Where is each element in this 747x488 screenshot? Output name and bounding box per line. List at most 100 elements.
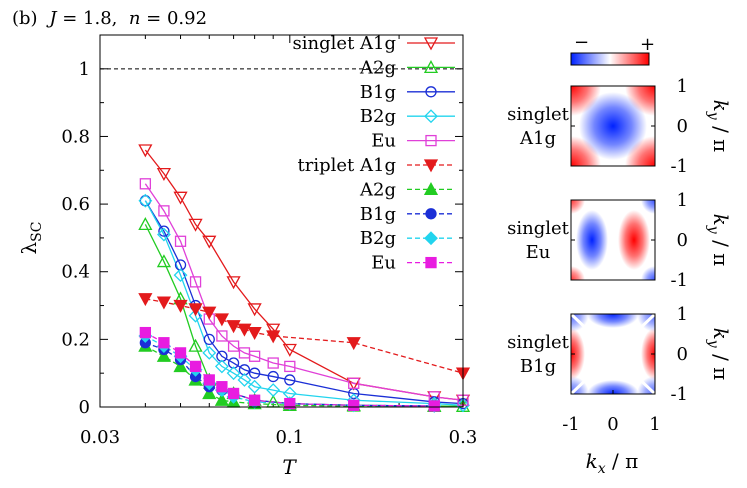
map-y-label-rest: / π	[709, 234, 733, 267]
map-corner-lobe	[641, 266, 655, 280]
data-point-a1g	[226, 276, 241, 290]
map-lobe-negative	[587, 314, 639, 328]
map-lobe-negative	[576, 210, 608, 270]
data-point-triplet-a1g	[346, 337, 361, 351]
map-y-tick-label: -1	[670, 384, 688, 405]
data-point-b2g	[173, 268, 188, 283]
map-x-label-k: k	[586, 449, 598, 473]
map-y-tick-label: 0	[677, 344, 688, 365]
x-tick-label: 0.03	[80, 427, 120, 448]
data-point-a2g	[188, 338, 203, 352]
data-point-a1g	[173, 191, 188, 205]
data-point-b2g	[247, 379, 262, 394]
map-node-line	[571, 314, 655, 394]
data-point-triplet-a2g	[156, 348, 172, 362]
map-y-label-k: k	[709, 328, 733, 340]
data-point-b2g	[226, 366, 241, 381]
map-x-tick-label: 1	[649, 414, 660, 435]
map-y-tick-label: 0	[677, 116, 688, 137]
map-label-line2: B1g	[520, 356, 556, 377]
legend-label-eu: Eu	[371, 131, 396, 152]
map-y-tick-label: -1	[670, 156, 688, 177]
data-point-b2g	[456, 398, 470, 413]
data-point-eu	[267, 357, 279, 369]
legend-label-a1g: singlet A1g	[293, 33, 396, 54]
data-point-a1g	[282, 343, 297, 357]
data-point-triplet-eu	[248, 394, 261, 406]
legend-marker-triplet-eu	[425, 256, 437, 269]
map-label-line1: singlet	[507, 332, 570, 353]
data-point-triplet-eu	[174, 347, 187, 359]
map-lobe-positive	[625, 86, 655, 116]
data-point-eu	[348, 377, 360, 389]
gap-map-b1g	[571, 314, 655, 394]
figure-title: (b) J = 1.8, n = 0.92	[12, 8, 207, 29]
data-point-b1g	[267, 370, 279, 383]
map-x-label-rest: / π	[606, 449, 639, 473]
data-point-b2g	[157, 227, 171, 242]
map-lobe-positive	[625, 136, 655, 166]
plot-frame	[99, 34, 464, 408]
data-point-a1g	[188, 218, 203, 232]
map-x-tick-label: -1	[562, 414, 580, 435]
data-point-triplet-a1g	[156, 296, 172, 310]
map-lobe-negative	[587, 380, 639, 394]
data-point-b2g	[202, 345, 217, 360]
data-point-eu	[227, 340, 240, 352]
legend-label-triplet-eu: Eu	[371, 253, 396, 274]
data-point-triplet-a1g	[202, 306, 217, 320]
data-point-eu	[248, 350, 261, 362]
legend-label-a2g: A2g	[359, 57, 396, 78]
map-y-label-sub: y	[705, 339, 721, 349]
y-axis-label-sub: SC	[29, 222, 45, 242]
data-point-triplet-a2g	[202, 386, 217, 400]
legend-label-b1g: B1g	[360, 82, 396, 103]
legend-label-triplet-b2g: B2g	[360, 228, 396, 249]
y-tick-labels: 0 0.2 0.4 0.6 0.8 1	[61, 59, 90, 418]
data-point-triplet-eu	[139, 326, 152, 339]
data-point-b2g	[214, 359, 229, 374]
legend-marker-triplet-b1g	[425, 208, 437, 220]
legend-label-triplet-b1g: B1g	[360, 204, 396, 225]
series-markers	[138, 144, 471, 413]
map-y-axis-label: ky / π	[705, 100, 733, 153]
map-label-line2: Eu	[526, 242, 551, 263]
title-j-symbol: J	[45, 8, 58, 29]
series-line-b2g	[144, 200, 464, 406]
data-point-b1g	[284, 374, 296, 386]
map-y-tick-label: 1	[677, 76, 688, 97]
colorbar-low-label: −	[574, 32, 589, 53]
map-lobe-positive	[618, 210, 650, 270]
data-point-b2g	[266, 383, 281, 398]
map-y-label-sub: y	[705, 111, 721, 121]
map-lobe-positive	[641, 328, 655, 380]
data-point-triplet-eu	[189, 360, 202, 373]
data-point-eu	[139, 178, 152, 190]
gap-map-a1g	[571, 86, 655, 166]
title-n-symbol: n	[129, 8, 141, 29]
map-lobe-positive	[571, 136, 601, 166]
map-y-label-rest: / π	[709, 348, 733, 381]
data-point-triplet-a1g	[266, 330, 281, 344]
data-point-a1g	[138, 144, 153, 158]
map-x-axis-label: kx / π	[586, 449, 639, 477]
y-tick-label: 0	[79, 397, 90, 418]
data-point-b2g	[188, 308, 203, 323]
data-point-triplet-a1g	[173, 299, 188, 313]
data-point-eu	[189, 276, 202, 288]
y-axis-label: λSC	[17, 222, 45, 255]
map-label-line1: singlet	[507, 218, 570, 239]
y-axis-label-main: λ	[17, 242, 41, 255]
colorbar: − +	[570, 32, 655, 66]
data-point-triplet-a1g	[226, 320, 241, 334]
map-y-axis-label: ky / π	[705, 214, 733, 267]
y-tick-label: 0.8	[61, 126, 90, 147]
data-point-a1g	[247, 303, 262, 317]
y-tick-label: 1	[79, 59, 90, 80]
map-x-label-sub: x	[598, 461, 606, 477]
data-point-triplet-a1g	[138, 293, 153, 307]
data-point-a2g	[138, 217, 153, 231]
map-lobe-negative	[579, 92, 647, 160]
legend-marker-triplet-a1g	[423, 159, 439, 173]
